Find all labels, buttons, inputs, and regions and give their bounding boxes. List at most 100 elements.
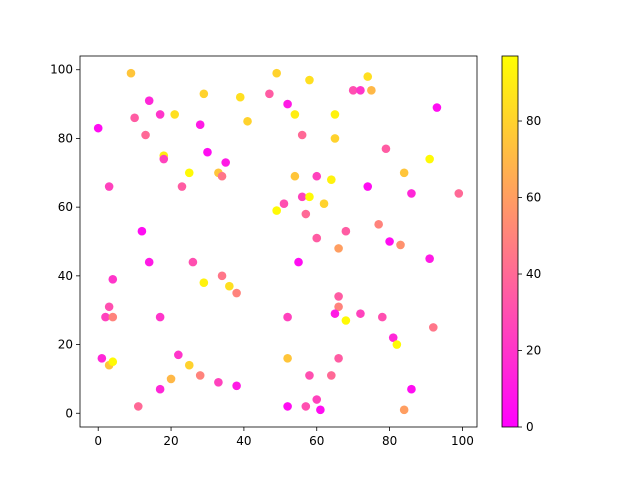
data-point [356, 86, 365, 95]
data-point [265, 89, 274, 99]
data-point [272, 206, 281, 215]
y-tick-label: 100 [50, 63, 73, 77]
data-point [341, 226, 351, 236]
data-point [225, 281, 234, 291]
data-point [126, 68, 136, 78]
data-point [305, 75, 314, 85]
data-point [385, 237, 394, 246]
data-point [348, 86, 358, 95]
data-point [312, 395, 322, 404]
data-point [399, 168, 409, 178]
data-point [297, 192, 307, 202]
data-point [235, 92, 245, 102]
data-point [363, 72, 373, 81]
data-point [104, 302, 114, 312]
data-point [217, 171, 227, 181]
data-point [155, 312, 165, 322]
data-point [392, 340, 402, 349]
data-point [195, 371, 205, 380]
data-point [221, 158, 230, 167]
x-tick-label: 60 [309, 434, 324, 448]
data-point [301, 402, 311, 411]
colorbar-tick-label: 0 [526, 420, 534, 434]
colorbar-tick-label: 40 [526, 267, 541, 281]
data-point [363, 182, 373, 191]
data-point [334, 244, 343, 253]
data-point [294, 257, 303, 267]
data-point [188, 257, 198, 267]
data-point [166, 374, 176, 384]
data-point [319, 199, 329, 209]
data-point [301, 209, 311, 219]
data-point [283, 312, 292, 322]
data-point [243, 116, 252, 126]
x-tick-label: 40 [236, 434, 251, 448]
data-point [432, 103, 442, 112]
data-point [108, 357, 118, 367]
data-point [170, 110, 179, 119]
data-point [177, 182, 187, 191]
data-point [305, 192, 314, 202]
x-axis: 0 20 40 60 80 100 [94, 427, 474, 448]
data-point [305, 371, 314, 380]
data-point [356, 309, 365, 318]
data-point [159, 154, 169, 164]
data-point [396, 240, 405, 250]
data-point [101, 312, 110, 322]
data-point [374, 220, 383, 229]
data-point [272, 68, 281, 78]
data-point [195, 120, 205, 130]
data-point [327, 371, 336, 380]
data-point [155, 384, 165, 394]
data-point [184, 360, 194, 370]
colorbar-tick-label: 80 [526, 114, 541, 128]
data-point [425, 154, 434, 164]
data-point [290, 110, 300, 119]
data-point [334, 292, 343, 301]
data-point [97, 353, 107, 363]
x-tick-label: 100 [451, 434, 474, 448]
data-point [330, 134, 340, 143]
data-point [283, 99, 292, 109]
data-point [378, 312, 387, 322]
data-point [108, 274, 118, 284]
data-point [283, 402, 292, 411]
y-tick-label: 20 [58, 338, 73, 352]
data-point [407, 384, 416, 394]
y-tick-label: 0 [65, 406, 73, 420]
data-point [203, 147, 212, 157]
data-point [155, 110, 165, 119]
data-point [367, 86, 376, 95]
data-point [341, 316, 351, 325]
data-point [133, 402, 143, 411]
data-point [174, 350, 183, 360]
data-point [144, 257, 154, 267]
data-point [316, 405, 325, 415]
data-point [232, 381, 241, 391]
data-point [381, 144, 391, 154]
x-tick-label: 80 [382, 434, 397, 448]
data-point [108, 312, 118, 322]
data-point [104, 182, 114, 191]
y-axis: 0 20 40 60 80 100 [50, 63, 80, 420]
data-point [334, 302, 343, 312]
data-point [232, 288, 241, 298]
data-point [312, 171, 322, 181]
y-tick-label: 80 [58, 131, 73, 145]
data-point [454, 189, 464, 198]
data-point [199, 89, 209, 99]
data-point [399, 405, 409, 415]
data-point [199, 278, 209, 288]
data-point [144, 96, 154, 105]
data-point [428, 323, 438, 332]
data-point [137, 226, 147, 236]
data-point [312, 233, 322, 243]
data-point [184, 168, 194, 178]
data-point [93, 123, 103, 133]
data-point [141, 130, 150, 140]
plot-frame [79, 55, 478, 428]
data-point [407, 189, 416, 198]
data-point [283, 353, 292, 363]
